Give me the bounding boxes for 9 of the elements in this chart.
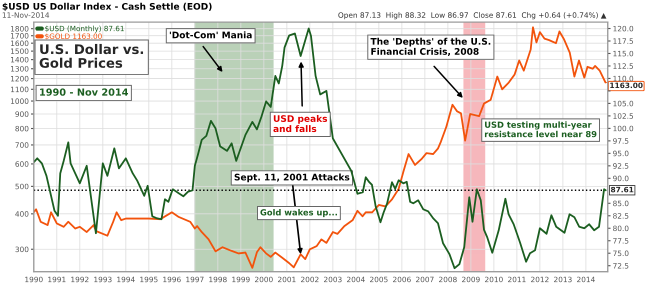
text: $USD US Dollar Index - Cash Settle (EOD) bbox=[2, 2, 212, 11]
annotation: Gold wakes up... bbox=[260, 209, 337, 218]
annotation: USD testing multi-year resistance level near 89 bbox=[484, 121, 596, 138]
text: U.S. Dollar vs. Gold Prices bbox=[40, 44, 144, 68]
annotation: USD peaks and falls bbox=[273, 114, 328, 132]
annotation: Sept. 11, 2001 Attacks bbox=[234, 174, 350, 182]
annotation: 'Dot-Com' Mania bbox=[170, 31, 252, 38]
text: 1990 - Nov 2014 bbox=[40, 88, 128, 96]
annotation: The 'Depths' of the U.S. Financial Crisis, 2008 bbox=[370, 38, 490, 56]
